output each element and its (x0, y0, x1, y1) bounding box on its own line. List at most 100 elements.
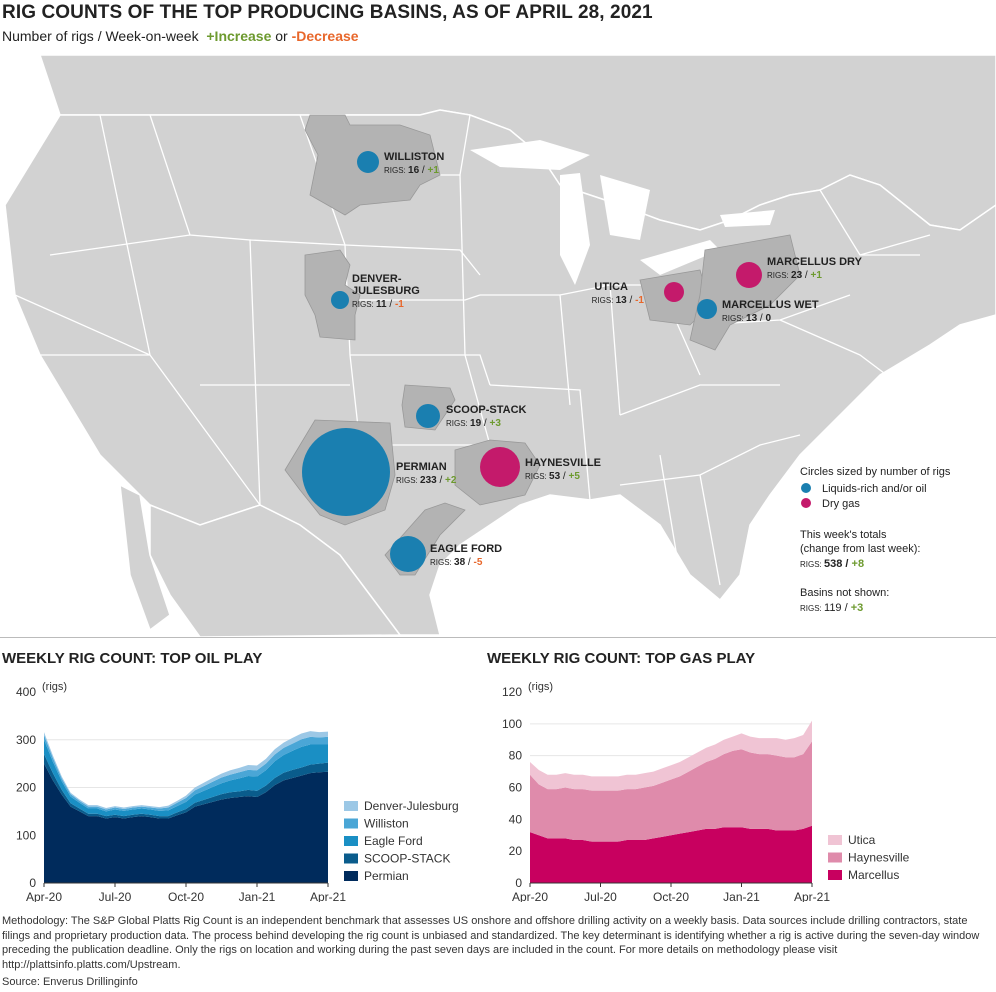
basin-haynesville: HAYNESVILLE RIGS: 53 / +5 (480, 447, 601, 487)
legend-label: Utica (848, 833, 876, 847)
us-basin-map: WILLISTON RIGS: 16 / +1 DENVER-JULESBURG RI… (0, 55, 996, 637)
lake-superior (470, 140, 590, 170)
legend-heading: Circles sized by number of rigs (800, 466, 951, 478)
legend-swatch (344, 818, 358, 829)
source-text: Source: Enverus Drillinginfo (2, 976, 138, 988)
gulf-of-mexico (430, 495, 996, 637)
y-tick-label: 120 (502, 685, 522, 699)
y-tick-label: 400 (16, 685, 36, 699)
basin-rigs-denver: RIGS: 11 / -1 (352, 299, 404, 310)
basin-name-permian: PERMIAN (396, 461, 447, 473)
page-title: RIG COUNTS OF THE TOP PRODUCING BASINS, … (2, 2, 653, 23)
y-tick-label: 100 (502, 717, 522, 731)
area-williston (44, 734, 328, 812)
x-tick-label: Apr-21 (310, 890, 346, 902)
y-tick-label: 40 (509, 812, 523, 826)
y-tick-label: 80 (509, 749, 523, 763)
basin-name-eagleford: EAGLE FORD (430, 543, 502, 555)
basin-rigs-utica: RIGS: 13 / -1 (592, 295, 645, 306)
y-axis-label: (rigs) (528, 681, 553, 693)
basin-name-denver: DENVER- (352, 273, 402, 285)
subtitle-increase: +Increase (206, 28, 272, 44)
basin-name-williston: WILLISTON (384, 151, 444, 163)
legend-swatch (344, 871, 358, 881)
basin-utica: UTICA RIGS: 13 / -1 (592, 281, 684, 306)
legend-swatch (828, 835, 842, 845)
y-tick-label: 300 (16, 733, 36, 747)
legend-label: Permian (364, 869, 409, 883)
x-tick-label: Jan-21 (723, 890, 760, 902)
subtitle-or: or (275, 28, 288, 44)
land-mexico (149, 503, 402, 637)
basin-rigs-scoop: RIGS: 19 / +3 (446, 418, 501, 429)
basin-marcdry: MARCELLUS DRY RIGS: 23 / +1 (736, 256, 863, 288)
legend-totals-rigs: RIGS: 538 / +8 (800, 558, 864, 570)
basin-name-haynesville: HAYNESVILLE (525, 457, 601, 469)
basin-rigs-williston: RIGS: 16 / +1 (384, 165, 439, 176)
basin-bubble-haynesville (480, 447, 520, 487)
legend-label: Marcellus (848, 868, 899, 882)
oil-area-chart: (rigs) 0 100 200 300 400 Apr-20 Jul-20 Oct-20 Jan… (16, 681, 459, 902)
x-tick-label: Jan-21 (239, 890, 276, 902)
y-tick-label: 100 (16, 828, 36, 842)
lake-ontario (720, 210, 775, 227)
x-tick-label: Oct-20 (168, 890, 204, 902)
basin-rigs-permian: RIGS: 233 / +2 (396, 475, 457, 486)
legend-swatch (344, 801, 358, 811)
legend-swatch (344, 853, 358, 864)
legend-oil-label: Liquids-rich and/or oil (822, 483, 927, 495)
oil-chart-title: WEEKLY RIG COUNT: TOP OIL PLAY (2, 650, 263, 667)
subtitle-decrease: -Decrease (291, 28, 359, 44)
legend-totals-line1: This week's totals (800, 529, 887, 541)
basin-bubble-williston (357, 151, 379, 173)
area-haynesville (530, 741, 812, 842)
x-tick-label: Apr-20 (512, 890, 548, 902)
gas-area-chart: (rigs) 0 20 40 60 80 100 120 Apr-20 Jul-20 Oct-20 J… (502, 681, 910, 902)
basin-name-scoop: SCOOP-STACK (446, 404, 527, 416)
gas-chart-title: WEEKLY RIG COUNT: TOP GAS PLAY (487, 650, 756, 667)
legend-swatch (828, 870, 842, 880)
basin-bubble-utica (664, 282, 684, 302)
lake-erie (640, 240, 720, 275)
area-utica (530, 720, 812, 791)
x-tick-label: Jul-20 (99, 890, 132, 902)
basin-bubble-marcwet (697, 299, 717, 319)
basin-permian: PERMIAN RIGS: 233 / +2 (302, 428, 457, 516)
basin-area-denver (304, 249, 361, 341)
legend-gas-swatch (801, 498, 811, 508)
area-permian (44, 763, 328, 883)
legend-swatch (344, 836, 358, 846)
basin-rigs-eagleford: RIGS: 38 / -5 (430, 557, 483, 568)
legend-label: Denver-Julesburg (364, 799, 459, 813)
area-eagle-ford (44, 739, 328, 817)
basin-name-marcdry: MARCELLUS DRY (767, 256, 863, 268)
legend-label: Haynesville (848, 851, 910, 865)
basin-bubble-marcdry (736, 262, 762, 288)
y-tick-label: 200 (16, 781, 36, 795)
x-tick-label: Oct-20 (653, 890, 689, 902)
legend-gas-label: Dry gas (822, 498, 860, 510)
basin-eagleford: EAGLE FORD RIGS: 38 / -5 (390, 536, 502, 572)
y-tick-label: 60 (509, 781, 523, 795)
basin-rigs-haynesville: RIGS: 53 / +5 (525, 471, 580, 482)
x-tick-label: Jul-20 (584, 890, 617, 902)
area-marcellus (530, 825, 812, 883)
area-denver-julesburg (44, 731, 328, 810)
lake-huron (600, 175, 650, 240)
lake-michigan (560, 173, 590, 285)
legend-notshown-heading: Basins not shown: (800, 587, 889, 599)
area-scoop-stack (44, 754, 328, 819)
x-tick-label: Apr-21 (794, 890, 830, 902)
basin-bubble-denver (331, 291, 349, 309)
basin-rigs-marcwet: RIGS: 13 / 0 (722, 313, 771, 324)
legend-oil-swatch (801, 483, 811, 493)
x-tick-label: Apr-20 (26, 890, 62, 902)
basin-name-marcwet: MARCELLUS WET (722, 299, 819, 311)
land-baja (119, 483, 171, 632)
basin-marcwet: MARCELLUS WET RIGS: 13 / 0 (697, 299, 819, 324)
basin-name2-denver: JULESBURG (352, 285, 420, 297)
section-divider (0, 637, 996, 638)
y-tick-label: 0 (29, 876, 36, 890)
basin-area-marcellus (689, 234, 801, 351)
y-tick-label: 0 (515, 876, 522, 890)
